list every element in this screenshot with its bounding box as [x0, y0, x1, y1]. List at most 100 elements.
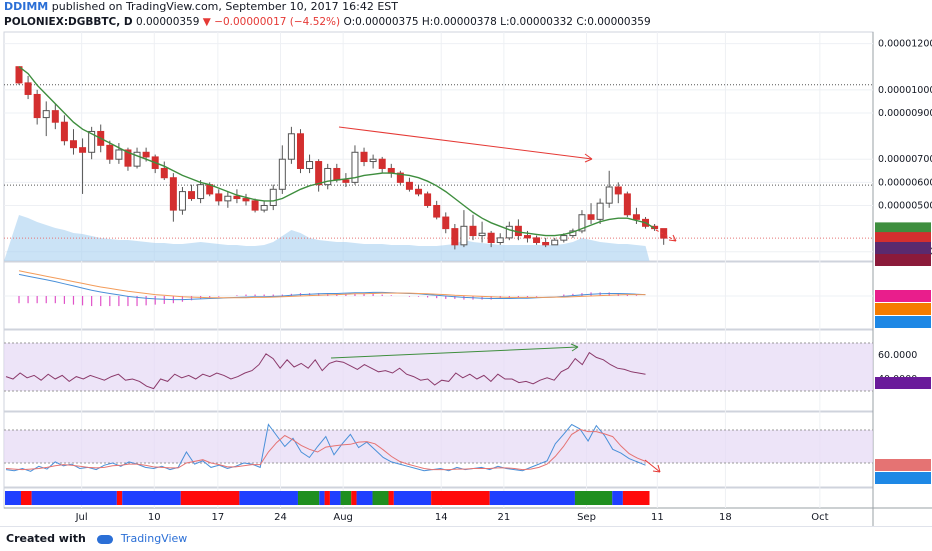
publish-info: published on TradingView.com, September … [48, 0, 399, 13]
footer: Created with TradingView [0, 526, 932, 551]
tradingview-link[interactable]: TradingView [120, 532, 188, 545]
candle-body [405, 181, 413, 190]
wis-segment [340, 491, 352, 505]
candle-body [542, 241, 550, 246]
candle-body [469, 225, 477, 237]
candle-body [24, 82, 32, 95]
candle-body [487, 232, 495, 243]
ohlc-values: O:0.00000375 H:0.00000378 L:0.00000332 C… [343, 16, 651, 28]
candle-body [660, 228, 668, 239]
wis-segment [574, 491, 613, 505]
stoch-arrow-head [652, 464, 661, 473]
symbol-line: POLONIEX:DGBBTC, D 0.00000359 ▼ −0.00000… [0, 14, 932, 30]
macd-value-tag-bg [875, 303, 931, 315]
candle-body [378, 158, 386, 169]
candle-body [505, 225, 513, 239]
macd-value-tag-bg [875, 316, 931, 328]
candle-body [296, 133, 304, 169]
candle-body [188, 191, 196, 200]
down-arrow-icon: ▼ [202, 16, 211, 28]
candle-body [88, 130, 96, 153]
candle-body [115, 149, 123, 160]
candle-body [251, 200, 259, 211]
chart-canvas: Jul 10 17 24 Aug 14 21 Sep 11 18 Oct 0.00001200 0.00… [3, 31, 932, 526]
wis-segment [20, 491, 32, 505]
candle-body [315, 161, 323, 186]
candle-body [578, 214, 586, 232]
candle-body [242, 198, 250, 202]
author-link[interactable]: DDIMM [4, 0, 49, 13]
rsi-value-tag-bg [875, 377, 931, 389]
macd-value-tag-bg [875, 290, 931, 302]
candle-body [605, 186, 613, 204]
candle-body [106, 144, 114, 160]
trend-arrow-line [338, 126, 593, 160]
candle-body [142, 151, 150, 158]
wis-segment [324, 491, 330, 505]
sma-price-tag-bg [875, 222, 931, 235]
close-price-tag-bg [875, 232, 931, 245]
candle-body [60, 121, 68, 142]
wis-segment [622, 491, 650, 505]
candle-body [42, 110, 50, 119]
wis-segment [351, 491, 357, 505]
candle-body [523, 235, 531, 239]
y-tick-label: 0.00000700 [878, 154, 932, 165]
rsi-trend-arrow-line [330, 346, 579, 359]
wis-segment [372, 491, 389, 505]
candle-body [260, 204, 268, 211]
sma-line [18, 66, 655, 237]
stoch-d-line [5, 428, 646, 471]
x-tick-label: Jul [75, 512, 88, 523]
publish-line: DDIMM published on TradingView.com, Sept… [0, 0, 932, 14]
candle-body [124, 149, 132, 167]
candle-body [269, 188, 277, 206]
candle-body [396, 172, 404, 183]
volume-tag-bg [875, 242, 931, 254]
trend-arrow-head [668, 234, 677, 242]
wis-segment [489, 491, 575, 505]
trend-arrow-head [584, 153, 593, 163]
volume-area [4, 215, 650, 261]
candle-body [369, 158, 377, 163]
candle-body [587, 214, 595, 220]
candle-body [433, 204, 441, 218]
wis-segment [356, 491, 373, 505]
x-tick-label: Sep [577, 512, 596, 523]
wis-segment [612, 491, 623, 505]
candle-body [496, 237, 504, 243]
wis-segment [31, 491, 117, 505]
trend-arrow-line [655, 229, 677, 242]
x-tick-label: 14 [435, 512, 448, 523]
x-tick-label: 10 [148, 512, 161, 523]
wis-segment [319, 491, 325, 505]
x-tick-label: Oct [811, 512, 828, 523]
wis-segment [329, 491, 341, 505]
candle-body [415, 188, 423, 195]
candle-body [224, 195, 232, 202]
candle-body [560, 235, 568, 241]
wis-segment [388, 491, 394, 505]
stoch-arrow-line [644, 459, 661, 473]
x-tick-label: 11 [651, 512, 664, 523]
y-tick-label: 0.00000900 [878, 108, 932, 119]
candle-body [160, 167, 168, 179]
rsi-line [5, 351, 646, 390]
x-tick-label: 24 [274, 512, 287, 523]
candle-body [351, 151, 359, 183]
rsi-band [4, 343, 873, 391]
candle-body [33, 93, 41, 119]
wis-segment [297, 491, 320, 505]
price-pane-frame [3, 31, 874, 262]
y-tick-label: 0.00001000 [878, 85, 932, 96]
wis-segment [122, 491, 181, 505]
symbol-name: POLONIEX:DGBBTC, D [4, 16, 133, 28]
candle-body [478, 232, 486, 237]
stoch-k-value-tag-bg [875, 472, 931, 484]
wis-segment [239, 491, 298, 505]
candle-body [632, 214, 640, 220]
candle-body [342, 179, 350, 183]
candle-body [623, 193, 631, 216]
wis-segment [431, 491, 490, 505]
wis-segment [5, 491, 21, 505]
